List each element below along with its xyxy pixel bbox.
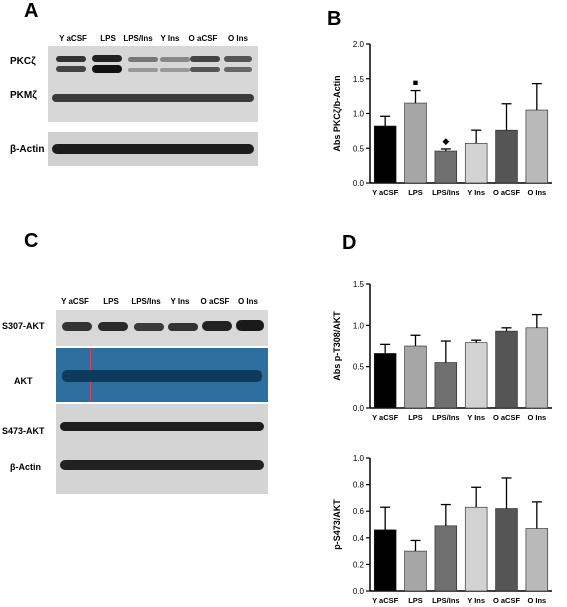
x-tick-label: LPS (408, 413, 423, 422)
bar (525, 327, 549, 409)
chart-pkc-zeta: 0.0 0.5 1.0 1.5 2.0 Abs PKCζ/b-Actin Y aCSF LPS… (332, 40, 552, 197)
lane-label: LPS (100, 34, 116, 43)
x-tick-label: LPS/Ins (432, 596, 460, 605)
bar (495, 330, 518, 409)
pkc-pkm-blot (48, 46, 258, 122)
bar (495, 129, 518, 184)
bar (525, 109, 549, 184)
lane-label: Y aCSF (59, 34, 87, 43)
row-label-pkc-zeta: PKCζ (10, 56, 36, 67)
y-tick-label: 0.0 (353, 404, 365, 413)
s473-actin-blot (56, 404, 268, 494)
bar (464, 506, 488, 592)
x-tick-label: LPS/Ins (432, 413, 460, 422)
panel-letter-b: B (327, 8, 342, 30)
bar (434, 362, 458, 409)
y-tick-label: 0.5 (353, 144, 365, 153)
bar (495, 508, 518, 592)
bar (373, 529, 397, 592)
x-tick-label: O aCSF (493, 188, 521, 197)
row-label-akt: AKT (14, 376, 33, 386)
row-label-pkm-zeta: PKMζ (10, 90, 37, 101)
chart-p-t308: 0.0 0.5 1.0 1.5 Abs p-T308/AKT Y aCSF LPS LPS/I… (332, 280, 552, 422)
lane-label: LPS/Ins (131, 297, 161, 306)
x-tick-label: O aCSF (493, 413, 521, 422)
lane-label: Y aCSF (61, 297, 89, 306)
lane-label: Y Ins (170, 297, 190, 306)
bar (404, 345, 427, 409)
x-tick-label: Y Ins (467, 188, 485, 197)
beta-actin-blot-a (48, 132, 258, 166)
x-tick-label: O aCSF (493, 596, 521, 605)
akt-blot (56, 348, 268, 402)
y-axis-title: Abs PKCζ/b-Actin (332, 75, 342, 151)
y-tick-label: 1.5 (353, 280, 365, 289)
bar (464, 143, 488, 184)
lane-label: LPS (103, 297, 119, 306)
panel-letter-c: C (24, 230, 39, 252)
y-axis-title: p-S473/AKT (332, 499, 342, 550)
lane-label: Y Ins (160, 34, 180, 43)
bar (464, 342, 488, 409)
y-axis-title: Abs p-T308/AKT (332, 311, 342, 381)
y-tick-label: 1.0 (353, 321, 365, 330)
x-tick-label: Y Ins (467, 596, 485, 605)
panel-letter-a: A (24, 0, 39, 22)
panel-letter-d: D (342, 232, 357, 254)
bar (434, 525, 458, 592)
y-tick-label: 0.6 (353, 507, 365, 516)
x-tick-label: O Ins (527, 596, 546, 605)
lane-label: O Ins (227, 34, 248, 43)
row-label-s473-akt: S473-AKT (2, 426, 45, 436)
y-tick-label: 0.8 (353, 481, 365, 490)
s307-akt-blot (56, 310, 268, 346)
y-tick-label: 0.5 (353, 363, 365, 372)
y-tick-label: 0.0 (353, 179, 365, 188)
y-tick-label: 0.4 (353, 534, 365, 543)
bar (525, 528, 549, 592)
x-tick-label: Y Ins (467, 413, 485, 422)
x-tick-label: LPS (408, 596, 423, 605)
y-tick-label: 1.0 (353, 454, 365, 463)
bar (373, 125, 397, 184)
x-tick-label: Y aCSF (372, 596, 399, 605)
x-tick-label: LPS (408, 188, 423, 197)
x-tick-label: O Ins (527, 188, 546, 197)
lane-label: LPS/Ins (123, 34, 153, 43)
x-tick-label: LPS/Ins (432, 188, 460, 197)
x-tick-label: Y aCSF (372, 188, 399, 197)
row-label-beta-actin-c: β-Actin (10, 462, 41, 472)
x-tick-label: O Ins (527, 413, 546, 422)
y-tick-label: 0.2 (353, 560, 365, 569)
bar (373, 353, 397, 409)
significance-marker: ◆ (442, 136, 449, 146)
bar (404, 102, 427, 184)
bar (434, 150, 458, 184)
lane-label: O Ins (237, 297, 258, 306)
y-tick-label: 2.0 (353, 40, 365, 49)
lane-label: O aCSF (200, 297, 230, 306)
row-label-beta-actin: β-Actin (10, 144, 45, 155)
y-tick-label: 0.0 (353, 587, 365, 596)
significance-marker: ■ (413, 78, 418, 88)
x-tick-label: Y aCSF (372, 413, 399, 422)
row-label-s307-akt: S307-AKT (2, 321, 45, 331)
y-tick-label: 1.5 (353, 75, 365, 84)
bar (404, 550, 427, 592)
chart-p-s473: 0.0 0.2 0.4 0.6 0.8 1.0 p-S473/AKT Y aCSF LPS LPS… (332, 454, 552, 605)
y-tick-label: 1.0 (353, 110, 365, 119)
lane-label: O aCSF (188, 34, 218, 43)
